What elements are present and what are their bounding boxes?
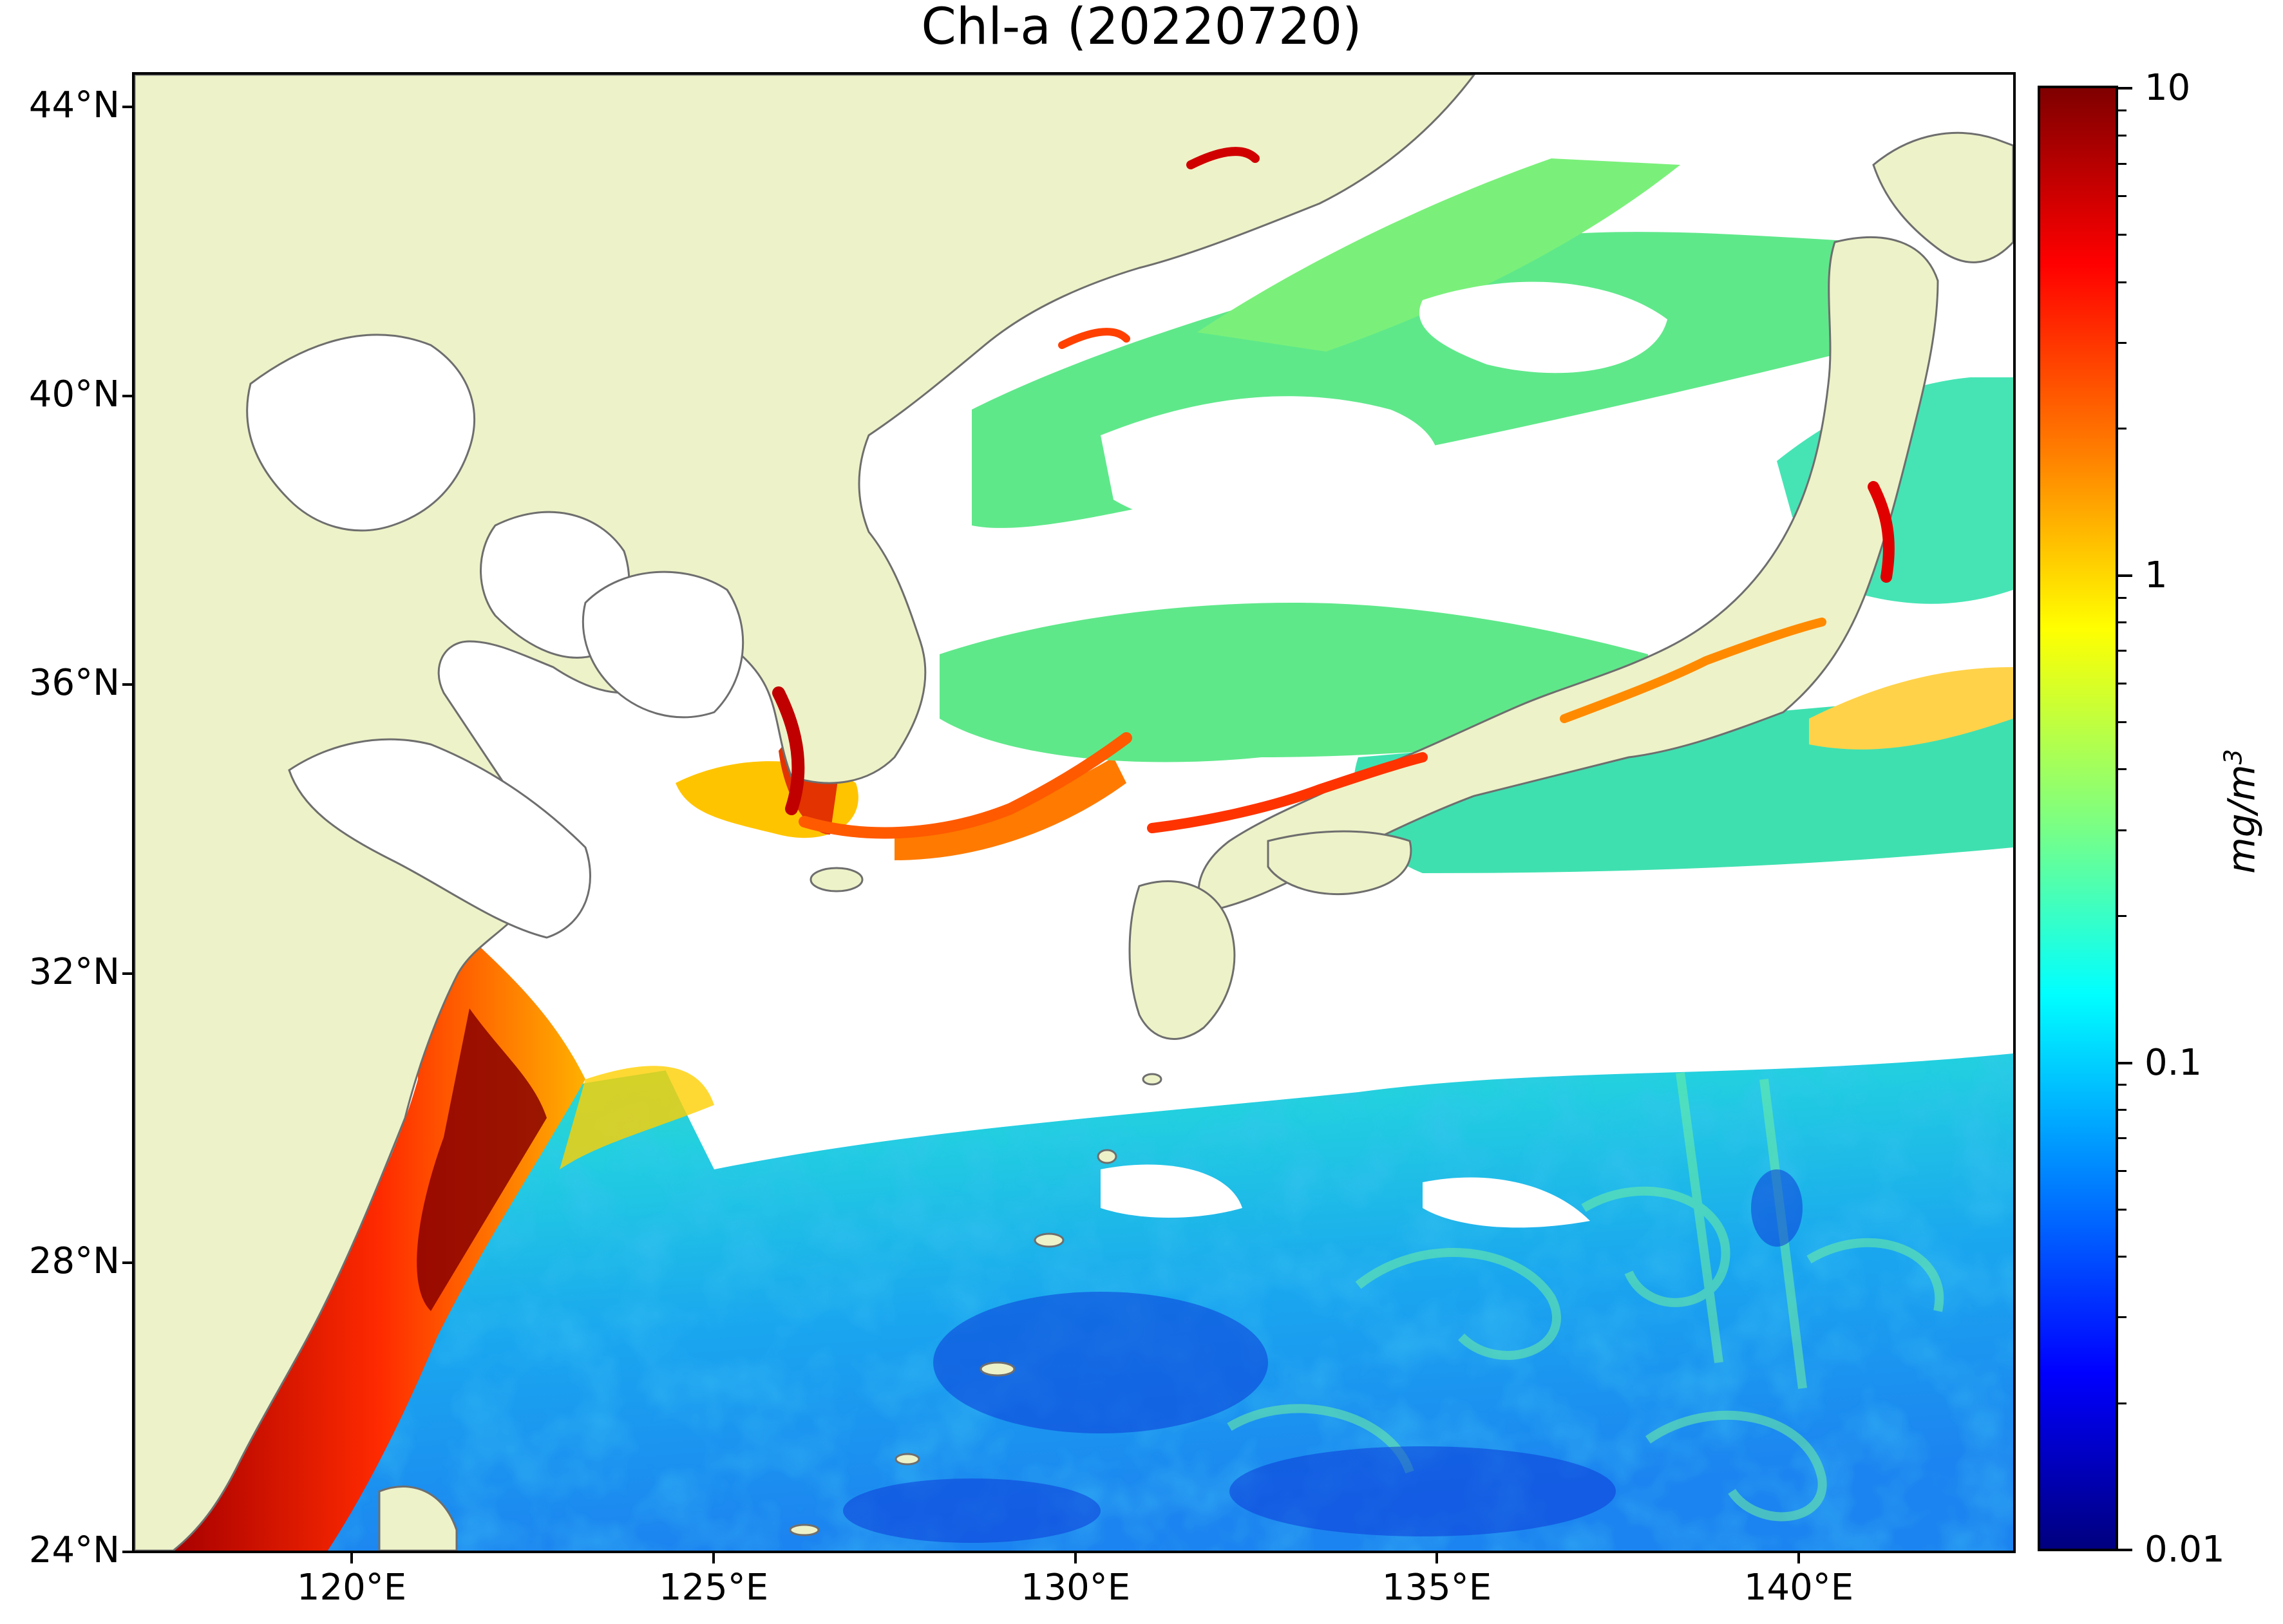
colorbar-label-10: 10	[2145, 67, 2191, 109]
lat-label-40n: 40°N	[28, 373, 120, 415]
map-title: Chl-a (20220720)	[921, 0, 1362, 56]
colorbar-unit-base: mg/m	[2219, 764, 2264, 874]
colorbar-minor-tick	[2118, 109, 2127, 111]
chlorophyll-map	[132, 72, 2016, 1553]
colorbar-minor-tick	[2118, 683, 2127, 685]
colorbar-label-1: 1	[2145, 554, 2168, 596]
colorbar-major-tick	[2118, 1062, 2132, 1064]
colorbar-major-tick	[2118, 87, 2132, 90]
lon-tick	[1074, 1553, 1077, 1563]
colorbar-major-tick	[2118, 1549, 2132, 1551]
lat-tick	[122, 395, 133, 397]
lon-tick	[1435, 1553, 1438, 1563]
lon-label-140e: 140°E	[1743, 1567, 1854, 1609]
colorbar-minor-tick	[2118, 135, 2127, 137]
lon-tick	[1797, 1553, 1800, 1563]
lat-label-28n: 28°N	[28, 1240, 120, 1282]
colorbar-minor-tick	[2118, 915, 2127, 917]
colorbar-minor-tick	[2118, 1209, 2127, 1211]
colorbar-minor-tick	[2118, 621, 2127, 623]
lon-label-120e: 120°E	[296, 1567, 407, 1609]
colorbar-minor-tick	[2118, 768, 2127, 770]
colorbar-minor-tick	[2118, 1402, 2127, 1404]
colorbar-minor-tick	[2118, 234, 2127, 236]
colorbar-minor-tick	[2118, 829, 2127, 831]
colorbar-minor-tick	[2118, 650, 2127, 652]
lon-label-135e: 135°E	[1381, 1567, 1492, 1609]
lat-label-44n: 44°N	[28, 84, 120, 126]
lat-tick	[122, 106, 133, 108]
cloud-gap-band	[624, 886, 2013, 1228]
colorbar-minor-tick	[2118, 281, 2127, 283]
colorbar-label-0-1: 0.1	[2145, 1042, 2202, 1084]
lon-tick	[350, 1553, 353, 1563]
colorbar	[2038, 86, 2118, 1551]
coastal-fringes	[772, 147, 1895, 839]
lat-label-24n: 24°N	[28, 1529, 120, 1571]
lat-tick	[122, 972, 133, 975]
colorbar-unit: mg/m3	[2219, 749, 2263, 874]
colorbar-minor-tick	[2118, 597, 2127, 599]
colorbar-minor-tick	[2118, 1137, 2127, 1139]
lon-label-125e: 125°E	[658, 1567, 769, 1609]
lon-label-130e: 130°E	[1020, 1567, 1131, 1609]
lat-tick	[122, 683, 133, 686]
colorbar-minor-tick	[2118, 1256, 2127, 1258]
colorbar-major-tick	[2118, 574, 2132, 577]
lat-tick	[122, 1261, 133, 1264]
colorbar-minor-tick	[2118, 1084, 2127, 1086]
colorbar-unit-exponent: 3	[2219, 749, 2248, 765]
colorbar-minor-tick	[2118, 195, 2127, 197]
lon-tick	[712, 1553, 715, 1563]
colorbar-minor-tick	[2118, 342, 2127, 344]
lat-tick	[122, 1551, 133, 1553]
colorbar-minor-tick	[2118, 721, 2127, 723]
lat-label-32n: 32°N	[28, 951, 120, 993]
colorbar-label-0-01: 0.01	[2145, 1529, 2225, 1571]
land-masses	[135, 75, 2013, 1551]
map-canvas	[135, 75, 2013, 1551]
colorbar-minor-tick	[2118, 428, 2127, 430]
colorbar-minor-tick	[2118, 1316, 2127, 1318]
colorbar-minor-tick	[2118, 163, 2127, 165]
lat-label-36n: 36°N	[28, 662, 120, 704]
colorbar-minor-tick	[2118, 1109, 2127, 1111]
colorbar-minor-tick	[2118, 1170, 2127, 1172]
